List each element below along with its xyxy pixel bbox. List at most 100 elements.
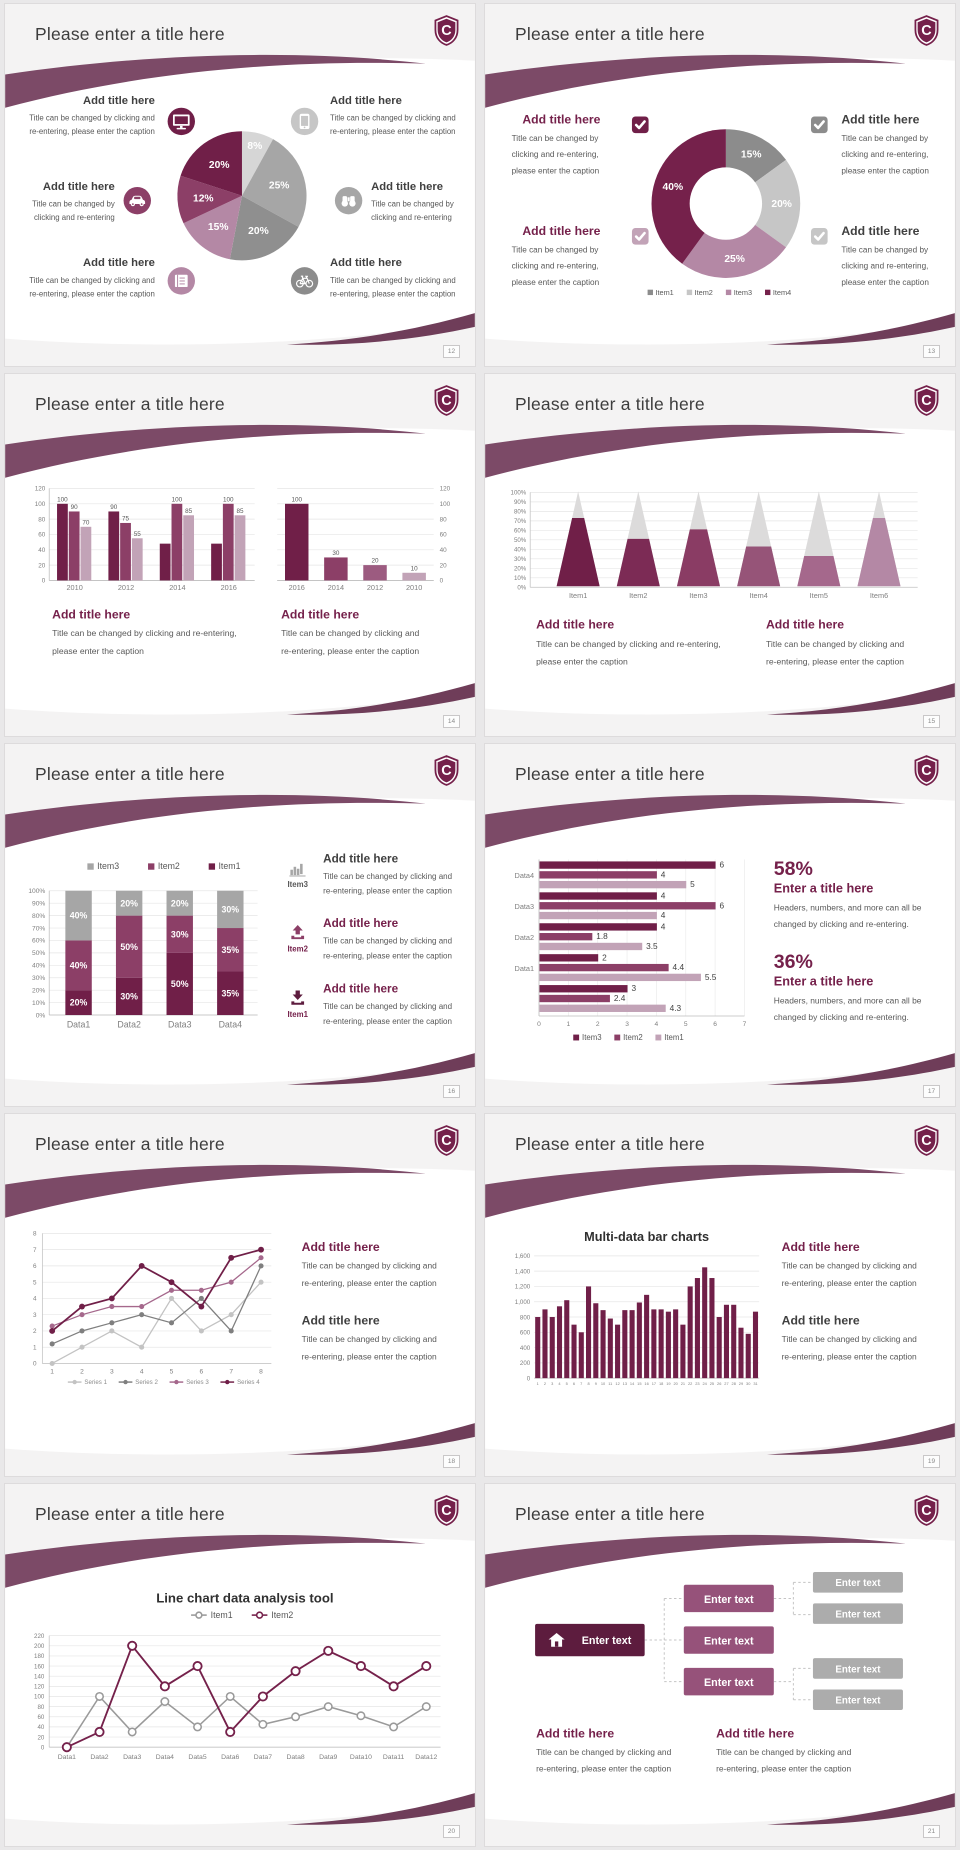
svg-text:200: 200 [34,1643,45,1650]
svg-text:21: 21 [681,1381,685,1386]
svg-text:1,400: 1,400 [515,1268,531,1275]
data-label: 25% [269,180,290,191]
svg-text:20: 20 [38,562,46,569]
slide-19[interactable]: Please enter a title here C Multi-data b… [485,1114,955,1476]
slide-12[interactable]: Please enter a title here C 8% 25% 20% 15% 1… [5,4,475,366]
home-icon [548,1633,565,1647]
svg-text:C: C [921,23,931,39]
slide-21[interactable]: Please enter a title here C Enter text En… [485,1484,955,1846]
legend-swatch [655,1034,662,1041]
svg-text:3: 3 [33,1312,37,1319]
svg-text:20: 20 [37,1734,44,1741]
bar [752,1311,759,1379]
svg-text:C: C [441,763,451,779]
data-label: 20% [120,898,138,908]
bar [723,1304,730,1379]
legend-swatch [148,863,155,870]
slide-title: Please enter a title here [35,764,225,784]
block-caption: Title can be changed by clicking and [281,628,419,638]
svg-text:4: 4 [655,1021,659,1028]
bar-segment [115,915,143,978]
svg-text:20%: 20% [514,566,527,573]
pie-slice [651,129,726,264]
data-label: 20% [70,998,88,1008]
check-icon [810,228,828,245]
svg-text:3: 3 [110,1368,114,1375]
data-point [228,1254,235,1261]
svg-text:10%: 10% [32,1000,45,1007]
bar [694,1278,700,1379]
svg-text:22: 22 [688,1381,692,1386]
svg-text:50%: 50% [514,537,527,544]
data-label: 20% [171,898,189,908]
diagram-mid-node: Enter text [683,1584,774,1613]
data-point [198,1303,205,1310]
data-point [49,1323,55,1329]
bar [571,1324,577,1379]
block-heading: Add title here [536,617,614,631]
svg-text:7: 7 [33,1247,37,1254]
line-series [51,1257,262,1327]
svg-text:6: 6 [573,1381,575,1386]
block-caption: re-entering, please enter the caption [302,1278,437,1288]
slide-17[interactable]: Please enter a title here C 0 1 2 3 4 5 6 7 6 4 5 D… [485,744,955,1106]
slide-16[interactable]: Please enter a title here C Item3 Item2 It… [5,744,475,1106]
stat-value: 36% [774,951,813,973]
bar-label: 100 [223,496,234,503]
school-crest-icon: C [434,15,459,46]
data-point [79,1312,85,1318]
slide-18[interactable]: Please enter a title here C 0 1 2 3 4 5 6 7 8 1 2 3… [5,1114,475,1476]
bar [539,933,593,941]
school-crest-icon: C [914,15,939,46]
slide-20[interactable]: Please enter a title here C Line chart d… [5,1484,475,1846]
svg-text:24: 24 [703,1381,708,1386]
svg-text:3: 3 [551,1381,553,1386]
stat-caption: changed by clicking and re-entering. [774,1012,909,1022]
slide-14[interactable]: Please enter a title here C 0 20 40 60 80 100… [5,374,475,736]
stat-caption: changed by clicking and re-entering. [774,919,909,929]
stat-value: 58% [774,858,813,880]
category-label: Data4 [219,1020,243,1030]
data-label: 30% [120,992,138,1002]
bar-segment [166,890,193,916]
data-point [109,1320,115,1326]
slide-13[interactable]: Please enter a title here C 15% 20% 25% 40%… [485,4,955,366]
download-icon [291,990,305,1005]
svg-text:0: 0 [527,1375,531,1382]
block-heading: Add title here [716,1726,794,1740]
svg-text:7: 7 [229,1368,233,1375]
pie-slice [183,195,242,260]
bar [234,515,246,581]
bar-segment [115,890,143,916]
school-crest-icon: C [434,755,459,786]
stat-caption: Headers, numbers, and more can all be [774,995,922,1005]
block-heading: Add title here [782,1313,860,1327]
bar [539,1004,666,1012]
data-point [290,1666,301,1677]
callout-caption: Title can be changed by [512,134,600,143]
data-label: 20% [771,199,792,210]
data-point [228,1312,234,1318]
node-label: Enter text [704,1635,754,1647]
data-point [258,1246,264,1253]
svg-text:23: 23 [695,1381,699,1386]
pie-slice [682,203,787,278]
svg-text:80%: 80% [514,509,527,516]
page-number-badge: 18 [443,1455,460,1468]
bar [539,911,657,920]
svg-text:180: 180 [34,1653,45,1660]
bar [539,985,628,993]
legend-label: Item2 [695,288,713,297]
block-heading: Add title here [323,983,398,996]
category-label: Data1 [515,964,535,973]
slide-content: Item3 Item2 Item1 0% 10% 20% 30% 40% 50% 60% 70% 80… [28,852,452,1030]
svg-text:80: 80 [38,516,46,523]
slide-15[interactable]: Please enter a title here C 0% 10% 20% 30% 4… [485,374,955,736]
block-caption: Title can be changed by clicking and [302,1261,438,1271]
category-label: Data3 [515,902,535,911]
svg-text:Data8: Data8 [286,1754,304,1761]
svg-text:4: 4 [558,1381,561,1386]
data-point [198,1328,204,1334]
category-label: 2012 [367,583,383,592]
slide-content: Line chart data analysis tool Item1 Item2 0… [34,1590,441,1761]
